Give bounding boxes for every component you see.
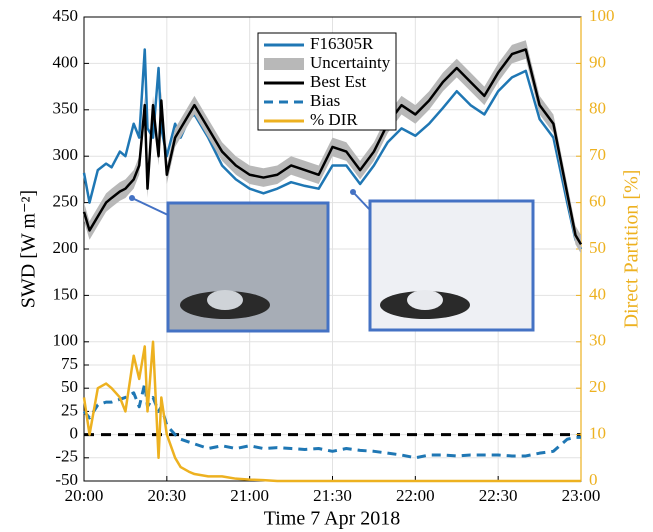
y-tick-label: 100 — [53, 331, 79, 350]
y2-tick-label: 100 — [589, 6, 615, 25]
legend-label: F16305R — [310, 34, 374, 53]
y-tick-label: 0 — [70, 424, 79, 443]
y2-tick-label: 40 — [589, 284, 606, 303]
arrow-head — [129, 195, 135, 201]
series-line — [82, 382, 581, 460]
arrow-head — [350, 189, 356, 195]
y-axis-label: SWD [W m⁻²] — [18, 190, 40, 308]
x-tick-label: 21:00 — [230, 486, 269, 505]
x-tick-label: 23:00 — [562, 486, 601, 505]
y-tick-label: 300 — [53, 145, 79, 164]
y-tick-label: -25 — [55, 447, 78, 466]
legend-label: Uncertainty — [310, 53, 391, 72]
y2-tick-label: 20 — [589, 377, 606, 396]
legend-label: Bias — [310, 91, 340, 110]
y-tick-label: 350 — [53, 99, 79, 118]
y2-tick-label: 50 — [589, 238, 606, 257]
x-tick-label: 20:00 — [65, 486, 104, 505]
y-tick-label: 400 — [53, 52, 79, 71]
y2-tick-label: 70 — [589, 145, 606, 164]
arrow — [131, 197, 169, 216]
arrow — [352, 191, 371, 211]
y2-tick-label: 30 — [589, 331, 606, 350]
sensor-dome — [207, 290, 243, 310]
y-tick-label: 50 — [61, 377, 78, 396]
y2-tick-label: 80 — [589, 99, 606, 118]
y2-axis-label: Direct Partition [%] — [621, 170, 643, 329]
legend-label: Best Est — [310, 72, 366, 91]
y2-tick-label: 0 — [589, 470, 598, 489]
y-tick-label: -50 — [55, 470, 78, 489]
y-tick-label: 75 — [61, 354, 78, 373]
legend-label: % DIR — [310, 110, 358, 129]
y2-tick-label: 60 — [589, 192, 606, 211]
legend-swatch — [264, 58, 304, 70]
x-tick-label: 22:00 — [396, 486, 435, 505]
y2-tick-label: 10 — [589, 424, 606, 443]
y-tick-label: 25 — [61, 400, 78, 419]
inset-photos — [129, 189, 535, 333]
x-axis-label: Time 7 Apr 2018 — [264, 508, 401, 530]
y-tick-label: 450 — [53, 6, 79, 25]
series-line — [82, 48, 583, 250]
x-tick-label: 22:30 — [479, 486, 518, 505]
y-tick-label: 250 — [53, 192, 79, 211]
y2-tick-label: 90 — [589, 52, 606, 71]
x-tick-label: 21:30 — [313, 486, 352, 505]
series-line — [82, 48, 583, 245]
y-tick-label: 200 — [53, 238, 79, 257]
sensor-dome — [407, 290, 443, 310]
series-line — [82, 340, 581, 483]
x-tick-label: 20:30 — [147, 486, 186, 505]
y-tick-label: 150 — [53, 284, 79, 303]
